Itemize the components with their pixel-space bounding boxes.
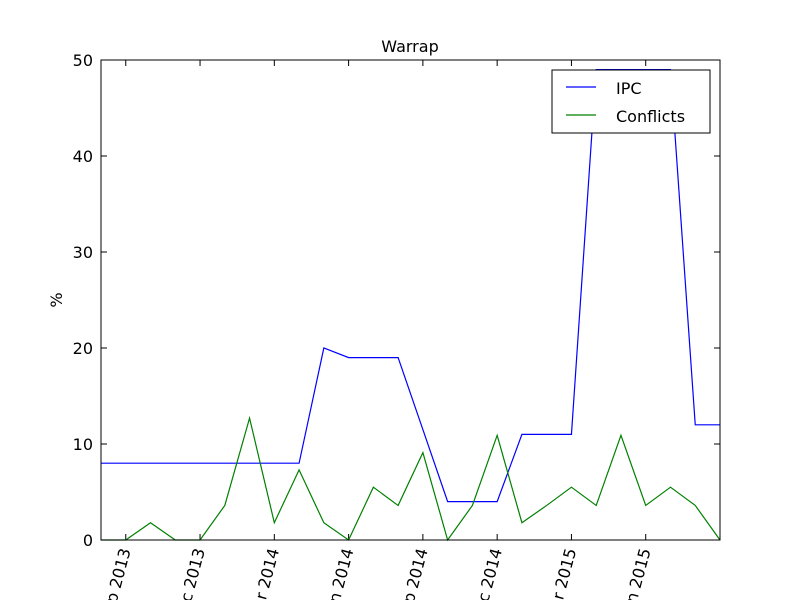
- legend-box: [551, 69, 711, 134]
- series-line: [101, 415, 721, 542]
- y-tick-label: 10: [73, 435, 93, 454]
- y-tick-label: 40: [73, 147, 93, 166]
- y-tick-label: 30: [73, 243, 93, 262]
- plot-frame: [100, 59, 721, 541]
- y-axis-label: %: [47, 292, 66, 307]
- legend-label: IPC: [616, 79, 642, 98]
- y-tick-label: 20: [73, 339, 93, 358]
- y-tick-label: 50: [73, 51, 93, 70]
- chart-title: Warrap: [381, 37, 438, 56]
- y-tick-label: 0: [83, 531, 93, 550]
- legend-label: Conflicts: [616, 107, 685, 126]
